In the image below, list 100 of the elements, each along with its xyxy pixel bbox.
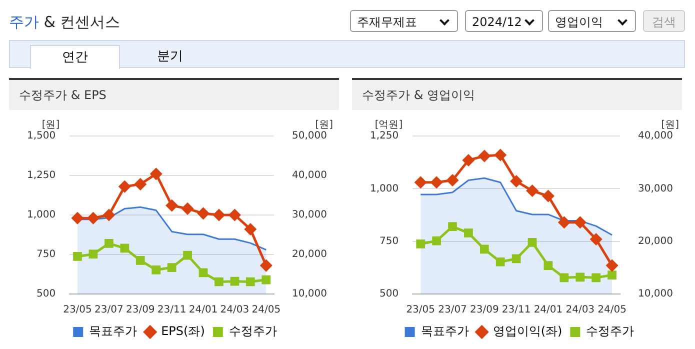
point	[478, 150, 490, 162]
point	[464, 228, 473, 238]
x-tick-label: 23/05	[63, 304, 92, 316]
point	[574, 216, 586, 228]
point	[606, 260, 618, 272]
point	[246, 277, 255, 286]
point	[166, 200, 178, 212]
y-tick-label: 750	[380, 236, 399, 247]
point	[462, 154, 474, 166]
point	[228, 209, 240, 221]
legend-label: 목표주가	[420, 324, 469, 338]
point	[510, 176, 522, 188]
point	[134, 178, 146, 190]
point	[260, 260, 272, 272]
x-tick-label: 23/11	[502, 304, 531, 316]
point	[448, 222, 457, 232]
point	[244, 223, 256, 235]
point	[103, 209, 115, 221]
legend-label: 목표주가	[89, 324, 138, 338]
point	[136, 256, 145, 265]
y-tick-label: 1,250	[370, 130, 399, 142]
point	[432, 236, 441, 246]
point	[182, 202, 194, 214]
y2-tick-label: 20,000	[638, 236, 674, 247]
x-tick-label: 24/03	[220, 304, 250, 316]
y2-tick-label: 30,000	[638, 183, 674, 194]
text: 영업이익	[548, 10, 636, 32]
point	[496, 257, 505, 266]
y2-tick-label: 20,000	[292, 249, 328, 260]
point	[590, 233, 602, 245]
y2-tick-label: 50,000	[292, 130, 328, 142]
point	[544, 261, 553, 270]
x-tick-label: 23/09	[470, 304, 499, 316]
point	[88, 250, 98, 259]
point	[480, 244, 489, 254]
y2-axis-title: [원]	[315, 120, 334, 131]
point	[576, 272, 585, 282]
y-tick-label: 1,500	[26, 130, 56, 142]
text: 분기	[156, 48, 184, 66]
text: 주재무제표	[350, 10, 458, 32]
point	[560, 273, 569, 282]
text: 연간	[30, 45, 120, 69]
x-tick-label: 23/09	[126, 304, 155, 316]
x-tick-label: 24/01	[534, 304, 563, 316]
point	[72, 212, 84, 224]
text: 검색	[643, 10, 685, 32]
point	[230, 276, 240, 286]
point	[528, 238, 537, 247]
point	[167, 263, 176, 272]
point	[198, 268, 208, 278]
point	[87, 212, 99, 224]
y-tick-label: 1,250	[26, 170, 56, 182]
point	[608, 270, 616, 280]
x-tick-label: 23/07	[438, 304, 467, 316]
point	[416, 240, 426, 248]
legend-label: EPS(좌)	[161, 324, 205, 338]
x-tick-label: 24/05	[598, 304, 626, 316]
point	[150, 168, 162, 180]
point	[213, 209, 225, 221]
y-axis-title: [원]	[42, 120, 60, 131]
chart-title: 수정주가 & 영업이익	[352, 80, 682, 110]
y2-tick-label: 40,000	[638, 130, 674, 142]
x-tick-label: 23/05	[406, 304, 436, 316]
y2-tick-label: 10,000	[292, 288, 328, 300]
point	[198, 208, 210, 220]
y-tick-label: 1,000	[26, 210, 56, 221]
y-axis-title: [억원]	[374, 120, 403, 131]
point	[214, 277, 224, 286]
point	[118, 180, 130, 192]
point	[120, 244, 130, 253]
point	[104, 239, 114, 248]
point	[558, 216, 570, 228]
text: 주가 & 컨센서스	[9, 13, 120, 32]
point	[414, 176, 426, 188]
y-tick-label: 1,000	[370, 183, 399, 194]
y-tick-label: 750	[36, 249, 56, 260]
point	[512, 254, 521, 264]
x-tick-label: 24/03	[566, 304, 595, 316]
y2-tick-label: 30,000	[292, 210, 328, 221]
point	[542, 190, 554, 202]
point	[494, 149, 506, 161]
x-tick-label: 23/11	[157, 304, 186, 316]
legend-label: 수정주가	[586, 324, 634, 338]
y2-tick-label: 40,000	[292, 170, 328, 182]
x-tick-label: 23/07	[94, 304, 124, 316]
legend-label: 수정주가	[228, 324, 277, 338]
point	[592, 273, 601, 282]
point	[73, 252, 82, 261]
y-tick-label: 500	[36, 288, 56, 300]
x-tick-label: 24/01	[188, 304, 218, 316]
x-tick-label: 24/05	[252, 304, 281, 316]
point	[446, 174, 458, 186]
y-tick-label: 500	[380, 288, 399, 300]
point	[183, 250, 192, 260]
y2-axis-title: [원]	[661, 120, 680, 131]
chart-title: 수정주가 & EPS	[9, 80, 339, 110]
legend-label: 영업이익(좌)	[492, 324, 562, 338]
y2-tick-label: 10,000	[638, 288, 674, 300]
text: 2024/12	[465, 10, 543, 32]
point	[526, 185, 538, 197]
